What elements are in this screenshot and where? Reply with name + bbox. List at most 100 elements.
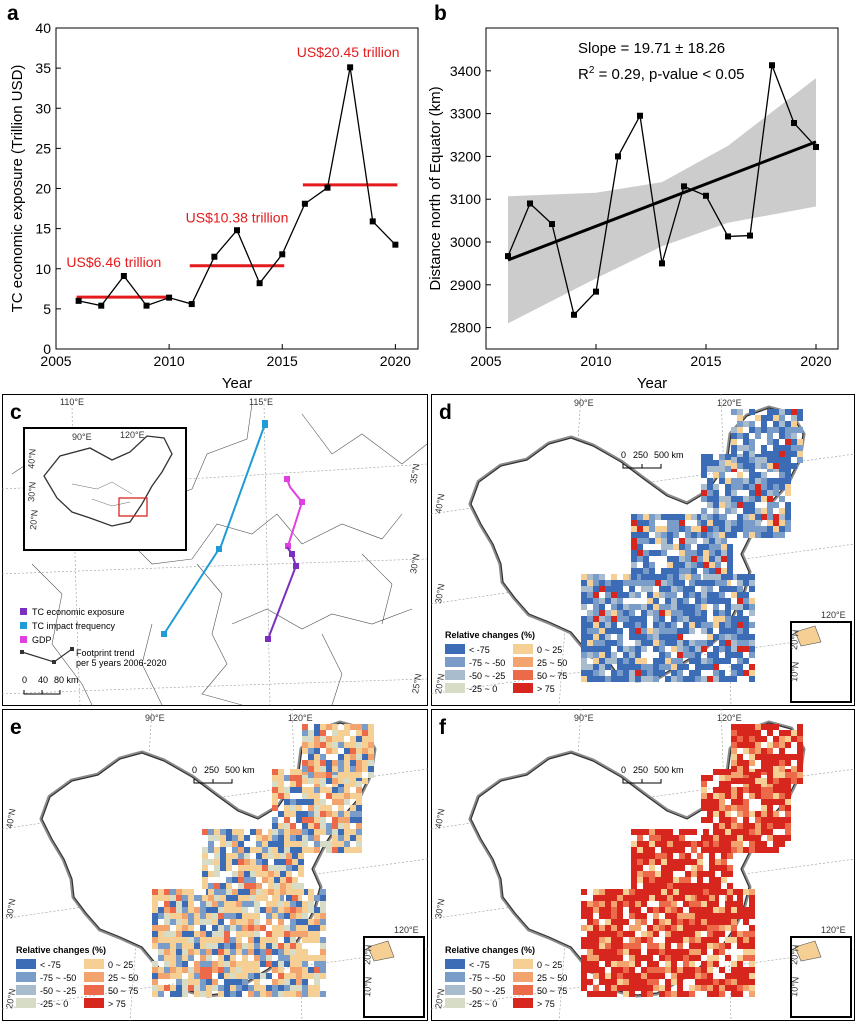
raster-cell <box>719 496 725 502</box>
raster-cell <box>248 991 254 997</box>
raster-cell <box>685 556 691 562</box>
raster-cell <box>605 664 611 670</box>
raster-cell <box>731 967 737 973</box>
raster-cell <box>689 991 695 997</box>
raster-cell <box>218 931 224 937</box>
raster-cell <box>254 961 260 967</box>
raster-cell <box>677 913 683 919</box>
raster-cell <box>779 730 785 736</box>
raster-cell <box>671 658 677 664</box>
raster-cell <box>158 985 164 991</box>
raster-cell <box>749 508 755 514</box>
raster-cell <box>278 775 284 781</box>
raster-cell <box>308 742 314 748</box>
raster-cell <box>731 823 737 829</box>
raster-cell <box>725 466 731 472</box>
raster-cell <box>715 859 721 865</box>
raster-cell <box>755 847 761 853</box>
raster-cell <box>290 979 296 985</box>
scale-label-40: 40 <box>38 675 48 685</box>
raster-cell <box>707 775 713 781</box>
raster-cell <box>224 979 230 985</box>
raster-cell <box>224 955 230 961</box>
raster-cell <box>725 769 731 775</box>
raster-cell <box>302 766 308 772</box>
raster-cell <box>785 502 791 508</box>
raster-cell <box>182 961 188 967</box>
raster-cell <box>617 943 623 949</box>
raster-cell <box>356 823 362 829</box>
raster-cell <box>677 967 683 973</box>
raster-cell <box>761 805 767 811</box>
raster-cell <box>667 574 673 580</box>
raster-cell <box>278 907 284 913</box>
raster-cell <box>665 586 671 592</box>
raster-cell <box>278 913 284 919</box>
raster-cell <box>665 622 671 628</box>
raster-cell <box>641 640 647 646</box>
raster-cell <box>629 670 635 676</box>
raster-cell <box>611 967 617 973</box>
raster-cell <box>308 985 314 991</box>
raster-cell <box>707 799 713 805</box>
raster-cell <box>731 502 737 508</box>
raster-cell <box>655 877 661 883</box>
legend-swatch <box>445 959 465 969</box>
raster-cell <box>290 913 296 919</box>
raster-cell <box>761 472 767 478</box>
raster-cell <box>779 463 785 469</box>
raster-cell <box>691 883 697 889</box>
raster-cell <box>268 835 274 841</box>
raster-cell <box>326 772 332 778</box>
raster-cell <box>302 817 308 823</box>
raster-cell <box>725 985 731 991</box>
raster-cell <box>737 646 743 652</box>
raster-cell <box>767 427 773 433</box>
raster-cell <box>314 985 320 991</box>
raster-cell <box>272 901 278 907</box>
raster-cell <box>314 742 320 748</box>
raster-cell <box>643 556 649 562</box>
raster-cell <box>266 931 272 937</box>
raster-cell <box>643 520 649 526</box>
legend-swatch <box>513 670 533 680</box>
raster-cell <box>296 907 302 913</box>
raster-cell <box>254 955 260 961</box>
legend-swatch <box>16 959 36 969</box>
raster-cell <box>272 907 278 913</box>
raster-cell <box>635 961 641 967</box>
raster-cell <box>707 478 713 484</box>
raster-cell <box>701 925 707 931</box>
raster-cell <box>338 847 344 853</box>
raster-cell <box>272 937 278 943</box>
period-mean-label: US$6.46 trillion <box>66 254 161 270</box>
raster-cell <box>683 973 689 979</box>
raster-cell <box>719 658 725 664</box>
raster-cell <box>587 676 593 682</box>
raster-cell <box>667 532 673 538</box>
raster-cell <box>767 847 773 853</box>
raster-cell <box>629 676 635 682</box>
raster-cell <box>182 943 188 949</box>
raster-cell <box>665 931 671 937</box>
inset-lat-20: 20°N <box>362 944 374 965</box>
raster-cell <box>641 991 647 997</box>
raster-cell <box>719 634 725 640</box>
raster-cell <box>719 841 725 847</box>
raster-cell <box>643 532 649 538</box>
raster-cell <box>773 439 779 445</box>
raster-cell <box>284 943 290 949</box>
raster-cell <box>667 895 673 901</box>
raster-cell <box>611 586 617 592</box>
raster-cell <box>308 754 314 760</box>
raster-cell <box>617 658 623 664</box>
raster-cell <box>653 967 659 973</box>
raster-cell <box>737 913 743 919</box>
raster-cell <box>170 943 176 949</box>
raster-cell <box>691 562 697 568</box>
raster-cell <box>725 781 731 787</box>
raster-cell <box>683 955 689 961</box>
raster-cell <box>737 811 743 817</box>
raster-cell <box>284 799 290 805</box>
raster-cell <box>701 787 707 793</box>
